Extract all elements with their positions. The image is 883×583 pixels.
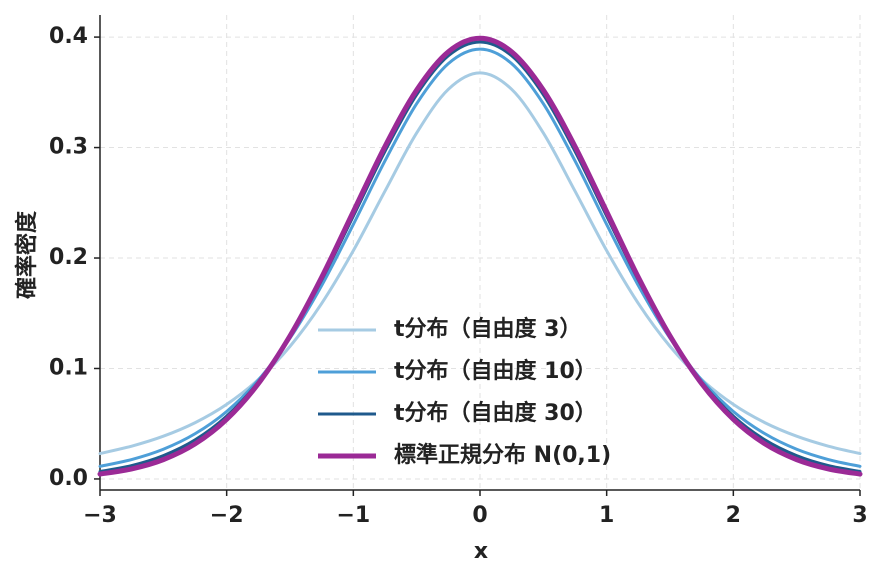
x-tick-label: −1	[336, 503, 370, 528]
legend-label: 標準正規分布 N(0,1)	[394, 442, 611, 468]
y-tick-label: 0.3	[49, 135, 88, 160]
line-series	[98, 47, 862, 468]
x-tick-label: 1	[599, 503, 614, 528]
x-tick-label: 2	[726, 503, 741, 528]
x-tick-label: 3	[852, 503, 867, 528]
x-tick-label: −3	[83, 503, 117, 528]
line-series	[98, 71, 862, 456]
x-tick-label: 0	[472, 503, 487, 528]
y-axis-label: 確率密度	[14, 210, 40, 299]
line-series	[97, 35, 863, 477]
y-tick-label: 0.4	[49, 24, 88, 49]
legend-label: t分布（自由度 10）	[394, 358, 597, 384]
y-tick-label: 0.0	[49, 466, 88, 491]
y-tick-label: 0.2	[49, 245, 88, 270]
x-tick-label: −2	[210, 503, 244, 528]
y-tick-label: 0.1	[49, 355, 88, 380]
legend-label: t分布（自由度 30）	[394, 400, 597, 426]
legend-label: t分布（自由度 3）	[394, 316, 581, 342]
x-axis-label: x	[474, 539, 488, 564]
